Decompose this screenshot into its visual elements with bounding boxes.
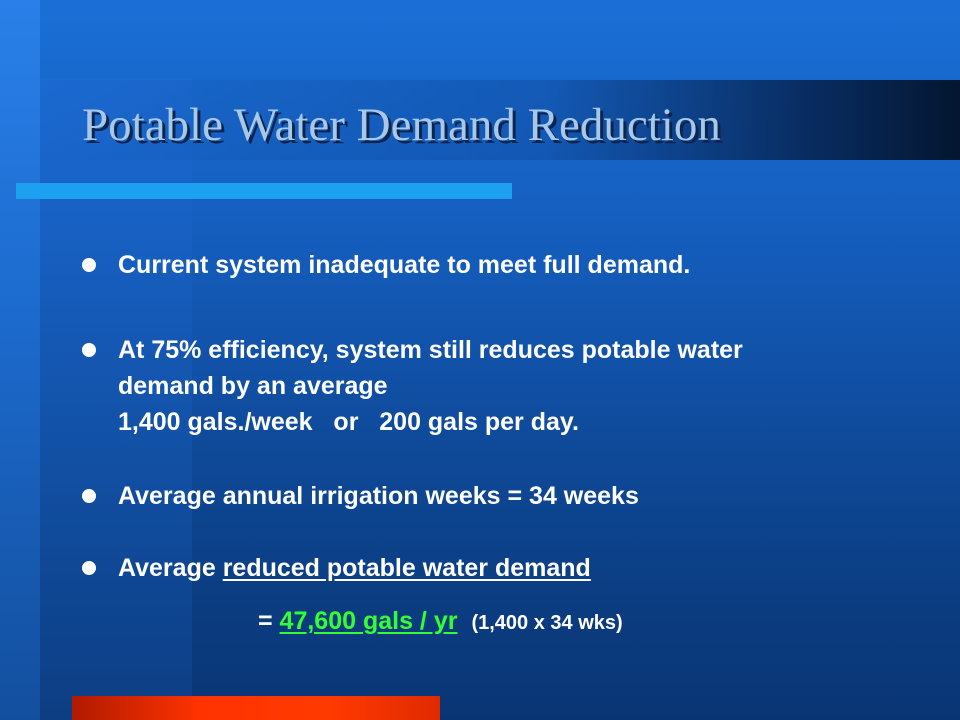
title-band — [40, 80, 960, 160]
bullet-prefix: Average — [118, 554, 223, 582]
left-decor-band — [0, 0, 40, 720]
bullet-dot-icon — [82, 343, 96, 357]
bullet-text: At 75% efficiency, system still reduces … — [118, 332, 743, 440]
bullet-dot-icon — [82, 561, 96, 575]
result-line: = 47,600 gals / yr (1,400 x 34 wks) — [258, 603, 623, 641]
result-value: 47,600 gals / yr — [279, 607, 458, 635]
bullet-text: Average annual irrigation weeks = 34 wee… — [118, 482, 639, 510]
bottom-accent-bar — [72, 696, 440, 720]
result-prefix: = — [258, 607, 280, 635]
bullet-text: Average reduced potable water demand — [118, 550, 591, 586]
bullet-dot-icon — [82, 489, 96, 503]
bullet-line: At 75% efficiency, system still reduces … — [118, 336, 743, 364]
underlined-phrase: reduced potable water demand — [222, 554, 591, 582]
bullet-line: 1,400 gals./week or 200 gals per day. — [118, 408, 579, 436]
result-note: (1,400 x 34 wks) — [471, 612, 623, 634]
title-underline-rule — [16, 183, 512, 199]
slide-title: Potable Water Demand Reduction — [82, 99, 721, 151]
bullet-line: demand by an average — [118, 372, 388, 400]
bullet-dot-icon — [82, 258, 96, 272]
bullet-text: Current system inadequate to meet full d… — [118, 251, 691, 279]
